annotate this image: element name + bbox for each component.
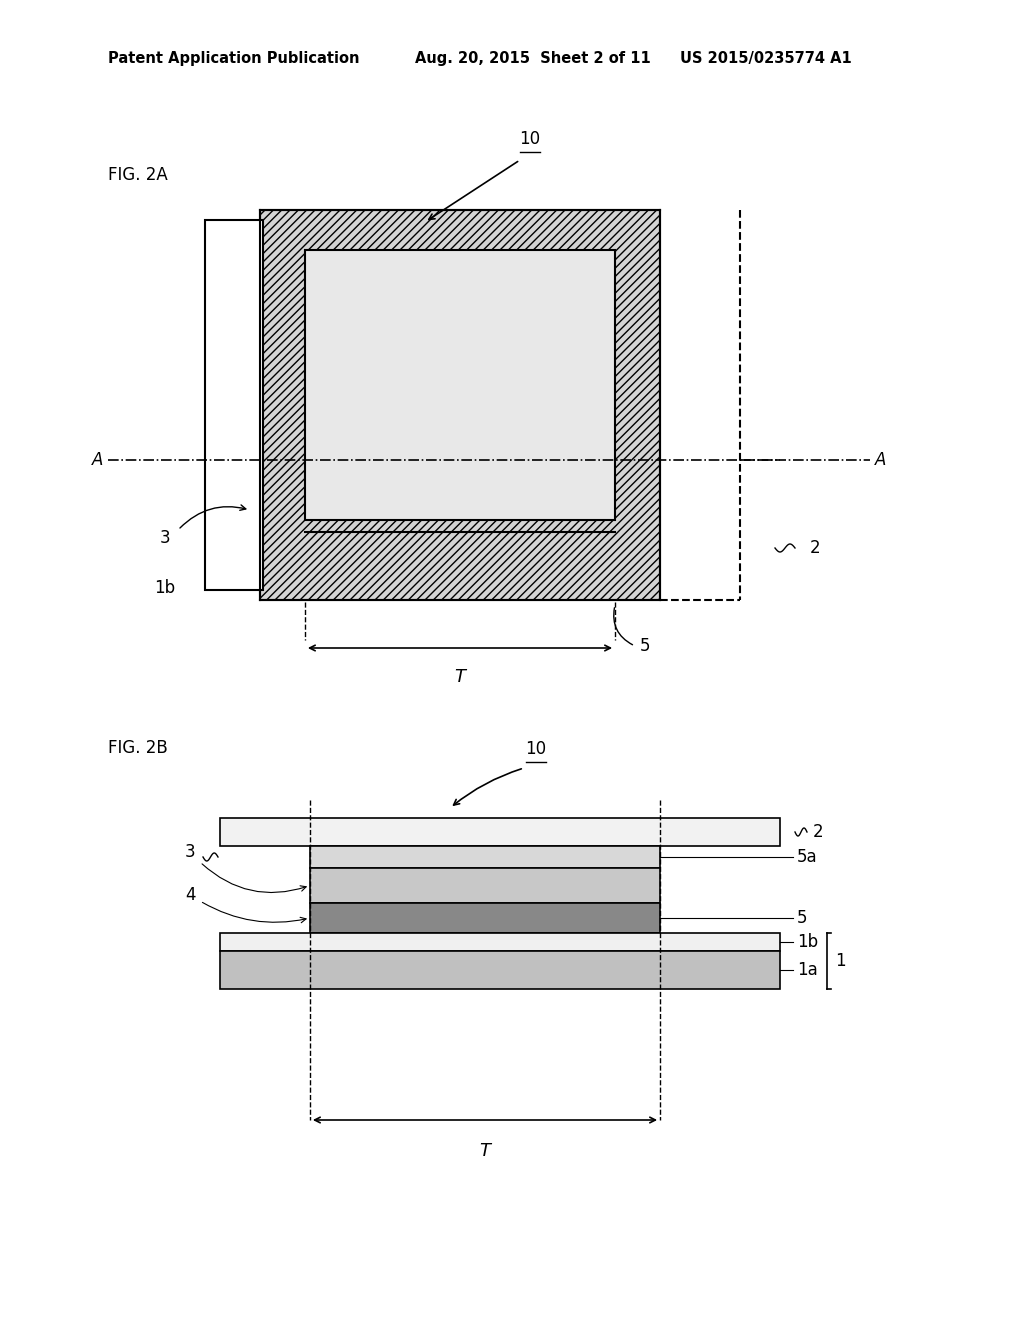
- Bar: [260, 210, 660, 601]
- Text: T: T: [479, 1142, 490, 1160]
- Text: FIG. 2A: FIG. 2A: [108, 166, 168, 183]
- Text: 4: 4: [185, 886, 196, 904]
- Text: T: T: [455, 668, 466, 686]
- Text: A: A: [874, 451, 887, 469]
- Text: 2: 2: [813, 822, 823, 841]
- Text: 1b: 1b: [155, 579, 175, 597]
- Text: US 2015/0235774 A1: US 2015/0235774 A1: [680, 50, 852, 66]
- Text: 5: 5: [797, 909, 808, 927]
- Bar: [310, 846, 660, 869]
- Bar: [260, 210, 660, 601]
- Bar: [305, 249, 615, 520]
- Text: 5a: 5a: [797, 847, 817, 866]
- Bar: [305, 249, 615, 520]
- Text: 10: 10: [525, 741, 547, 758]
- Bar: [310, 903, 660, 933]
- Bar: [205, 220, 263, 590]
- Text: 3: 3: [185, 843, 196, 861]
- Text: 1b: 1b: [797, 933, 818, 950]
- Text: 2: 2: [810, 539, 820, 557]
- Bar: [310, 869, 660, 903]
- Text: 1a: 1a: [797, 961, 818, 979]
- Text: 1: 1: [835, 952, 846, 970]
- Bar: [220, 818, 780, 846]
- Bar: [310, 846, 660, 869]
- Bar: [310, 903, 660, 933]
- Bar: [310, 869, 660, 903]
- Text: 3: 3: [160, 529, 170, 546]
- Bar: [220, 950, 780, 989]
- Bar: [220, 950, 780, 989]
- Text: Patent Application Publication: Patent Application Publication: [108, 50, 359, 66]
- Bar: [220, 933, 780, 950]
- Text: 5: 5: [640, 638, 650, 655]
- Text: 10: 10: [519, 129, 541, 148]
- Text: A: A: [91, 451, 103, 469]
- Text: Aug. 20, 2015  Sheet 2 of 11: Aug. 20, 2015 Sheet 2 of 11: [415, 50, 650, 66]
- Text: FIG. 2B: FIG. 2B: [108, 739, 168, 756]
